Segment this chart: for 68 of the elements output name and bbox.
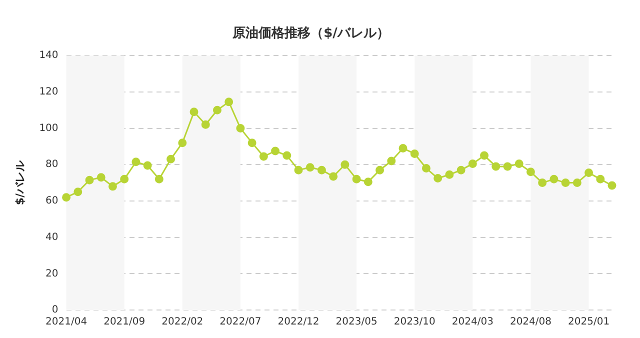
point bbox=[398, 144, 408, 153]
point bbox=[85, 176, 94, 184]
point bbox=[143, 161, 152, 170]
point bbox=[271, 146, 280, 156]
x-tick-label: 2022/02 bbox=[162, 316, 204, 328]
y-axis-title: $/バレル bbox=[13, 159, 26, 206]
point bbox=[317, 166, 326, 174]
point bbox=[468, 159, 477, 168]
point bbox=[352, 174, 361, 184]
point bbox=[154, 174, 164, 184]
y-tick-label: 120 bbox=[39, 86, 58, 98]
point bbox=[422, 164, 430, 173]
point bbox=[608, 181, 616, 190]
point bbox=[282, 151, 292, 160]
point bbox=[387, 156, 396, 166]
point bbox=[572, 178, 582, 188]
point bbox=[410, 149, 419, 158]
point bbox=[445, 170, 454, 179]
x-tick-label: 2021/04 bbox=[46, 316, 88, 328]
point bbox=[201, 120, 210, 129]
point bbox=[248, 138, 256, 148]
y-tick-label: 100 bbox=[39, 122, 58, 134]
point bbox=[340, 160, 350, 169]
point bbox=[178, 138, 187, 148]
point bbox=[364, 178, 372, 186]
x-tick-label: 2024/03 bbox=[452, 316, 494, 328]
point bbox=[514, 159, 524, 168]
point bbox=[480, 151, 489, 160]
y-tick-label: 0 bbox=[52, 304, 58, 316]
point bbox=[526, 168, 535, 176]
point bbox=[492, 162, 500, 171]
x-tick-label: 2022/07 bbox=[220, 316, 262, 328]
point bbox=[550, 174, 558, 184]
point bbox=[224, 98, 234, 106]
point bbox=[434, 174, 442, 183]
point bbox=[596, 174, 605, 184]
y-tick-label: 20 bbox=[46, 268, 58, 280]
point bbox=[561, 178, 570, 188]
point bbox=[329, 172, 338, 181]
point bbox=[74, 188, 82, 196]
x-tick-label: 2021/09 bbox=[104, 316, 146, 328]
chart-title: 原油価格推移（$/バレル） bbox=[232, 26, 390, 42]
point bbox=[456, 166, 466, 174]
point bbox=[212, 106, 222, 114]
point bbox=[503, 162, 512, 171]
point bbox=[236, 124, 245, 133]
point bbox=[96, 173, 106, 182]
point bbox=[584, 168, 594, 178]
x-tick-label: 2023/10 bbox=[394, 316, 436, 328]
x-tick-label: 2022/12 bbox=[278, 316, 320, 328]
y-tick-label: 60 bbox=[46, 196, 58, 207]
x-tick-label: 2023/05 bbox=[336, 316, 378, 328]
point bbox=[108, 182, 117, 191]
y-tick-label: 140 bbox=[39, 50, 58, 62]
point bbox=[166, 154, 176, 164]
point bbox=[259, 152, 268, 161]
point bbox=[294, 166, 303, 174]
x-tick-label: 2024/08 bbox=[510, 316, 552, 328]
point bbox=[306, 163, 314, 172]
y-tick-label: 40 bbox=[46, 232, 58, 243]
x-tick-label: 2025/01 bbox=[568, 316, 610, 328]
point bbox=[538, 178, 547, 188]
point bbox=[62, 193, 71, 202]
point bbox=[132, 158, 140, 166]
point bbox=[190, 108, 198, 116]
point bbox=[120, 174, 129, 184]
point bbox=[376, 166, 384, 174]
y-tick-label: 80 bbox=[46, 159, 58, 170]
